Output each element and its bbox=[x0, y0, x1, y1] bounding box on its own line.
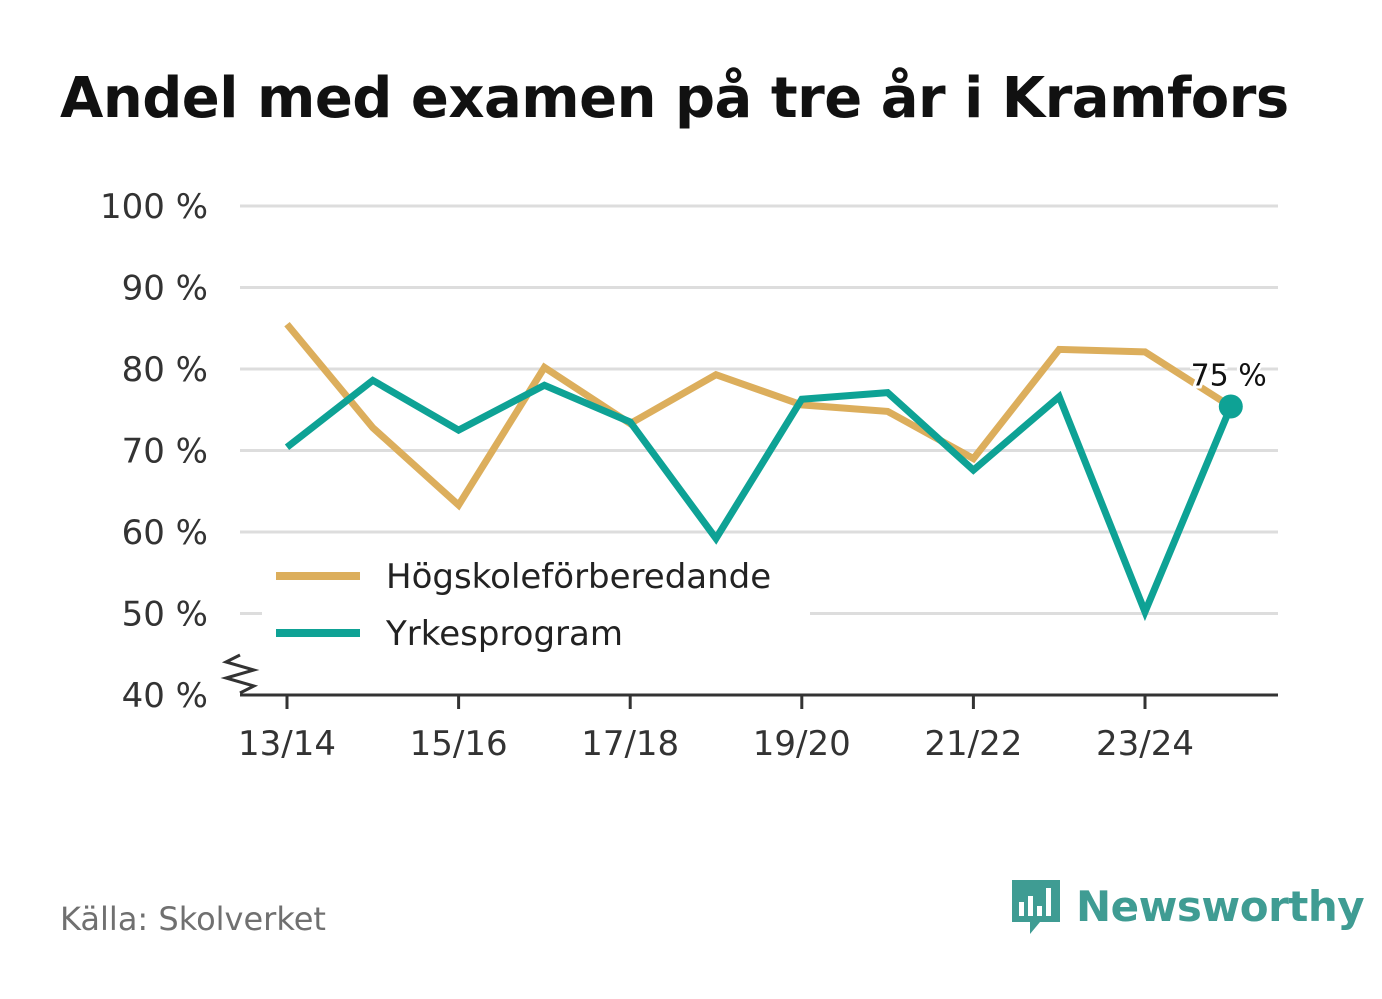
series-line-2 bbox=[284, 376, 1235, 622]
source-note: Källa: Skolverket bbox=[60, 900, 326, 938]
legend: Högskoleförberedande Yrkesprogram bbox=[262, 548, 810, 666]
x-axis-ticks: 13/14 15/16 17/18 19/20 21/22 23/24 bbox=[238, 695, 1194, 764]
series-line-1 bbox=[284, 321, 1233, 511]
data-labels: 75 % bbox=[1188, 355, 1270, 419]
legend-background bbox=[262, 548, 810, 666]
x-axis bbox=[220, 653, 1278, 697]
chart-title: Andel med examen på tre år i Kramfors bbox=[60, 66, 1289, 131]
end-point-marker bbox=[1218, 394, 1243, 419]
x-tick-label: 13/14 bbox=[238, 724, 336, 764]
y-tick-label: 90 % bbox=[122, 269, 208, 309]
x-tick-label: 21/22 bbox=[924, 724, 1022, 764]
y-tick-label: 80 % bbox=[122, 350, 208, 390]
y-tick-label: 60 % bbox=[122, 513, 208, 553]
brand-name: Newsworthy bbox=[1076, 881, 1365, 931]
x-tick-label: 15/16 bbox=[410, 724, 508, 764]
series-lines bbox=[284, 321, 1235, 622]
y-tick-label: 50 % bbox=[122, 595, 208, 635]
y-tick-label: 70 % bbox=[122, 432, 208, 472]
line-chart: 40 % 50 % 60 % 70 % 80 % 90 % 100 % 13/14 15/16… bbox=[100, 187, 1278, 764]
x-tick-label: 23/24 bbox=[1096, 724, 1194, 764]
end-value-label: 75 % bbox=[1191, 358, 1267, 393]
x-tick-label: 19/20 bbox=[753, 724, 851, 764]
legend-label: Yrkesprogram bbox=[385, 614, 623, 654]
bar-chart-speech-bubble-icon bbox=[1012, 880, 1060, 934]
brand-logo: Newsworthy bbox=[1010, 876, 1365, 936]
y-axis-ticks: 40 % 50 % 60 % 70 % 80 % 90 % 100 % bbox=[100, 187, 208, 716]
axis-break-icon bbox=[220, 653, 260, 695]
legend-label: Högskoleförberedande bbox=[386, 557, 771, 597]
y-tick-label: 40 % bbox=[122, 676, 208, 716]
y-tick-label: 100 % bbox=[100, 187, 208, 227]
x-tick-label: 17/18 bbox=[581, 724, 679, 764]
